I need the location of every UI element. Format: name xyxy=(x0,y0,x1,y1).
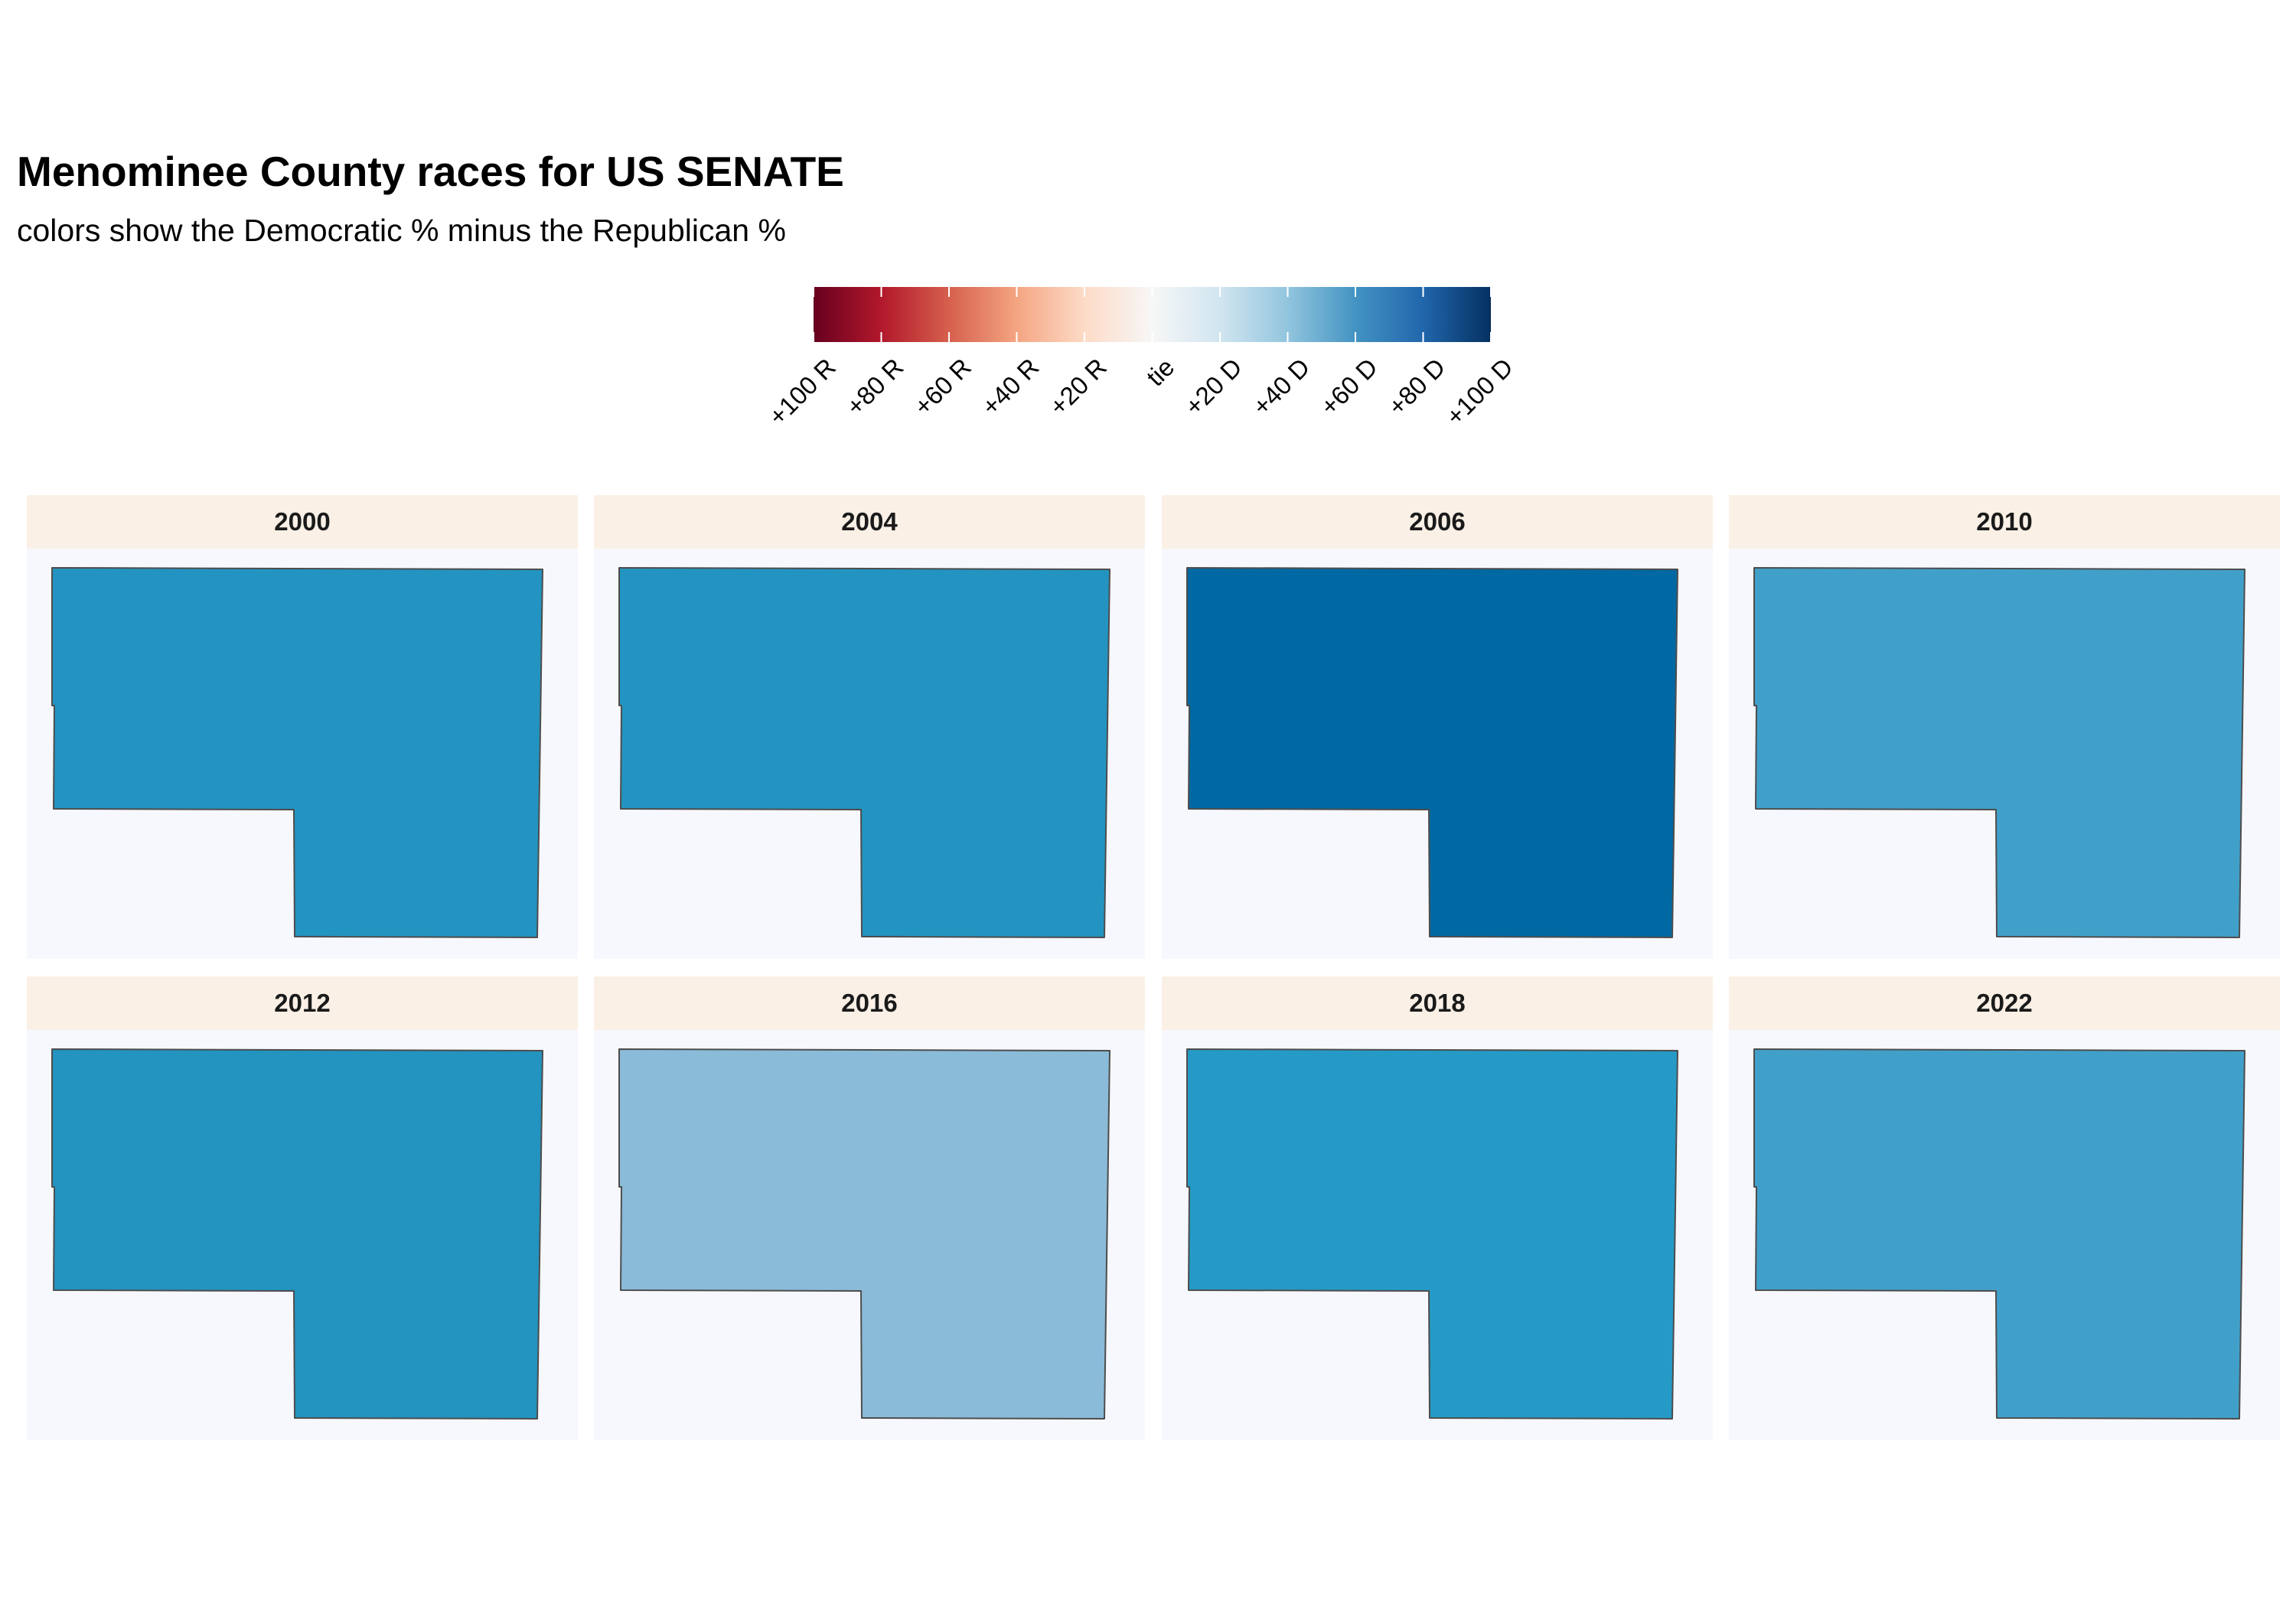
chart-title: Menominee County races for US SENATE xyxy=(17,148,844,195)
facet-strip-label: 2006 xyxy=(1162,495,1713,549)
county-shape-2010 xyxy=(1753,567,2245,938)
facet-plot-area xyxy=(27,549,578,959)
facet-panel-2004: 2004 xyxy=(594,495,1145,959)
county-map xyxy=(1186,1048,1678,1420)
facet-panel-2018: 2018 xyxy=(1162,976,1713,1440)
county-map xyxy=(51,567,543,938)
facet-plot-area xyxy=(1729,549,2280,959)
facet-plot-area xyxy=(1162,549,1713,959)
county-map xyxy=(1753,1048,2245,1420)
facet-strip-label: 2022 xyxy=(1729,976,2280,1030)
legend-tick-label: +40 R xyxy=(976,353,1044,421)
county-map xyxy=(1753,567,2245,938)
legend-tick-label: +20 R xyxy=(1044,353,1112,421)
facet-plot-area xyxy=(27,1030,578,1440)
facet-strip-label: 2000 xyxy=(27,495,578,549)
legend-tick-label: +60 D xyxy=(1315,353,1383,421)
facet-strip-label: 2016 xyxy=(594,976,1145,1030)
facet-panel-2012: 2012 xyxy=(27,976,578,1440)
legend-tick-label: tie xyxy=(1141,353,1180,392)
county-map xyxy=(1186,567,1678,938)
legend-tick-label: +100 D xyxy=(1440,353,1518,431)
legend-tick-label: +60 R xyxy=(908,353,977,421)
county-shape-2018 xyxy=(1186,1048,1678,1420)
county-shape-2000 xyxy=(51,567,543,938)
facet-panel-2006: 2006 xyxy=(1162,495,1713,959)
county-shape-2022 xyxy=(1753,1048,2245,1420)
facet-panel-2022: 2022 xyxy=(1729,976,2280,1440)
facet-plot-area xyxy=(1162,1030,1713,1440)
chart-subtitle: colors show the Democratic % minus the R… xyxy=(17,213,786,248)
county-shape-2012 xyxy=(51,1048,543,1420)
county-shape-2006 xyxy=(1186,567,1678,938)
legend-tick-label: +20 D xyxy=(1179,353,1247,421)
facet-panel-2016: 2016 xyxy=(594,976,1145,1440)
county-map xyxy=(51,1048,543,1420)
facet-strip-label: 2012 xyxy=(27,976,578,1030)
legend-tick-label: +100 R xyxy=(763,353,841,431)
county-map xyxy=(618,1048,1110,1420)
facet-strip-label: 2010 xyxy=(1729,495,2280,549)
county-shape-2016 xyxy=(618,1048,1110,1420)
legend-tick-label: +40 D xyxy=(1247,353,1315,421)
facet-strip-label: 2018 xyxy=(1162,976,1713,1030)
county-map xyxy=(618,567,1110,938)
facet-panel-2000: 2000 xyxy=(27,495,578,959)
facet-strip-label: 2004 xyxy=(594,495,1145,549)
facet-plot-area xyxy=(594,549,1145,959)
county-shape-2004 xyxy=(618,567,1110,938)
legend-tick-label: +80 R xyxy=(840,353,908,421)
facet-plot-area xyxy=(1729,1030,2280,1440)
facet-plot-area xyxy=(594,1030,1145,1440)
facet-panel-2010: 2010 xyxy=(1729,495,2280,959)
